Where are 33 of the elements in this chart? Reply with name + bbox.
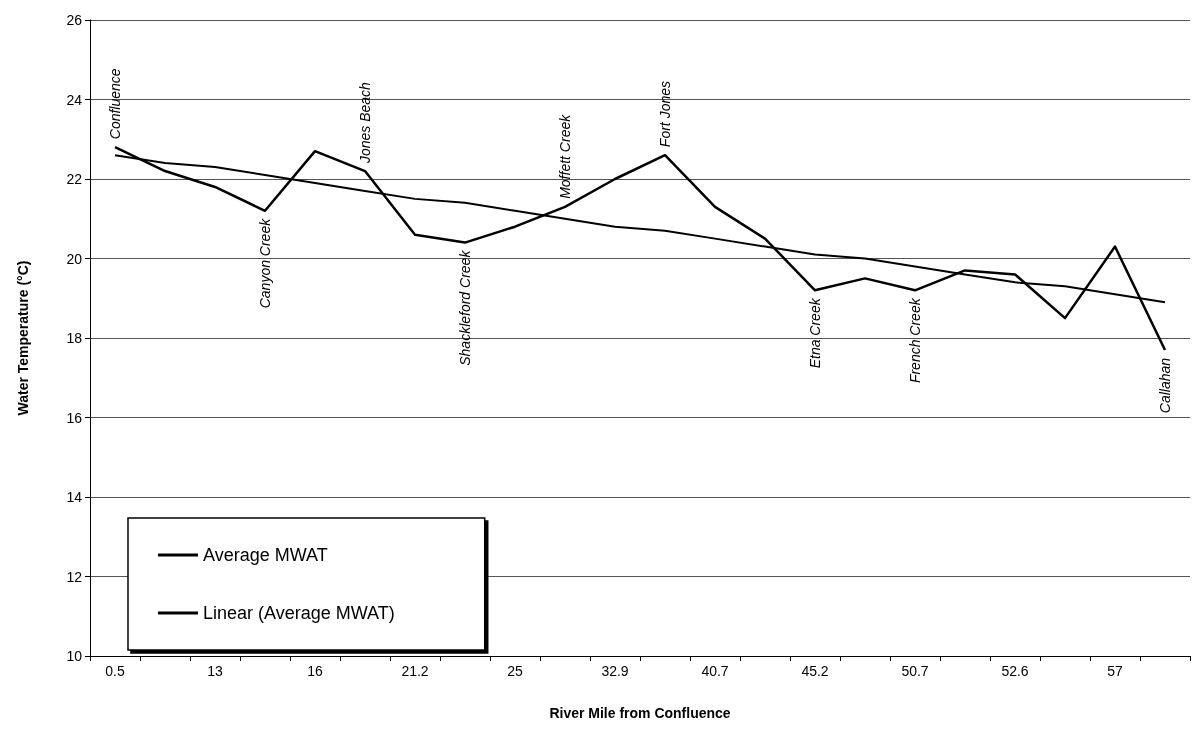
data-label: Canyon Creek xyxy=(257,217,273,309)
x-tick-label: 40.7 xyxy=(701,663,729,679)
x-tick-label: 52.6 xyxy=(1001,663,1029,679)
y-tick-label: 16 xyxy=(66,409,83,426)
x-tick-label: 16 xyxy=(307,663,323,679)
x-tick-label: 13 xyxy=(207,663,223,679)
x-tick-label: 25 xyxy=(507,663,523,679)
y-axis-title: Water Temperature (°C) xyxy=(15,260,31,416)
data-label: Callahan xyxy=(1157,357,1173,414)
data-label: Shackleford Creek xyxy=(457,249,473,366)
x-tick-label: 32.9 xyxy=(601,663,629,679)
legend-label: Average MWAT xyxy=(203,545,328,565)
data-label: Moffett Creek xyxy=(557,113,573,199)
data-label: Fort Jones xyxy=(657,81,673,148)
data-label: Jones Beach xyxy=(357,81,373,165)
x-tick-label: 45.2 xyxy=(801,663,829,679)
x-tick-label: 21.2 xyxy=(401,663,429,679)
data-label: French Creek xyxy=(907,297,923,384)
y-tick-label: 10 xyxy=(66,648,83,664)
y-tick-label: 12 xyxy=(66,568,83,585)
y-tick-label: 18 xyxy=(66,330,83,346)
y-tick-label: 20 xyxy=(66,250,83,267)
legend-label: Linear (Average MWAT) xyxy=(203,603,395,623)
x-tick-label: 57 xyxy=(1107,663,1123,679)
x-tick-label: 50.7 xyxy=(901,663,929,679)
data-label: Confluence xyxy=(107,68,123,140)
y-tick-label: 24 xyxy=(66,91,83,108)
data-label: Etna Creek xyxy=(807,297,823,369)
y-tick-label: 14 xyxy=(66,489,83,505)
x-tick-label: 0.5 xyxy=(105,663,125,679)
x-axis-title: River Mile from Confluence xyxy=(549,705,731,721)
y-tick-label: 22 xyxy=(66,171,83,187)
y-tick-label: 26 xyxy=(66,12,83,28)
